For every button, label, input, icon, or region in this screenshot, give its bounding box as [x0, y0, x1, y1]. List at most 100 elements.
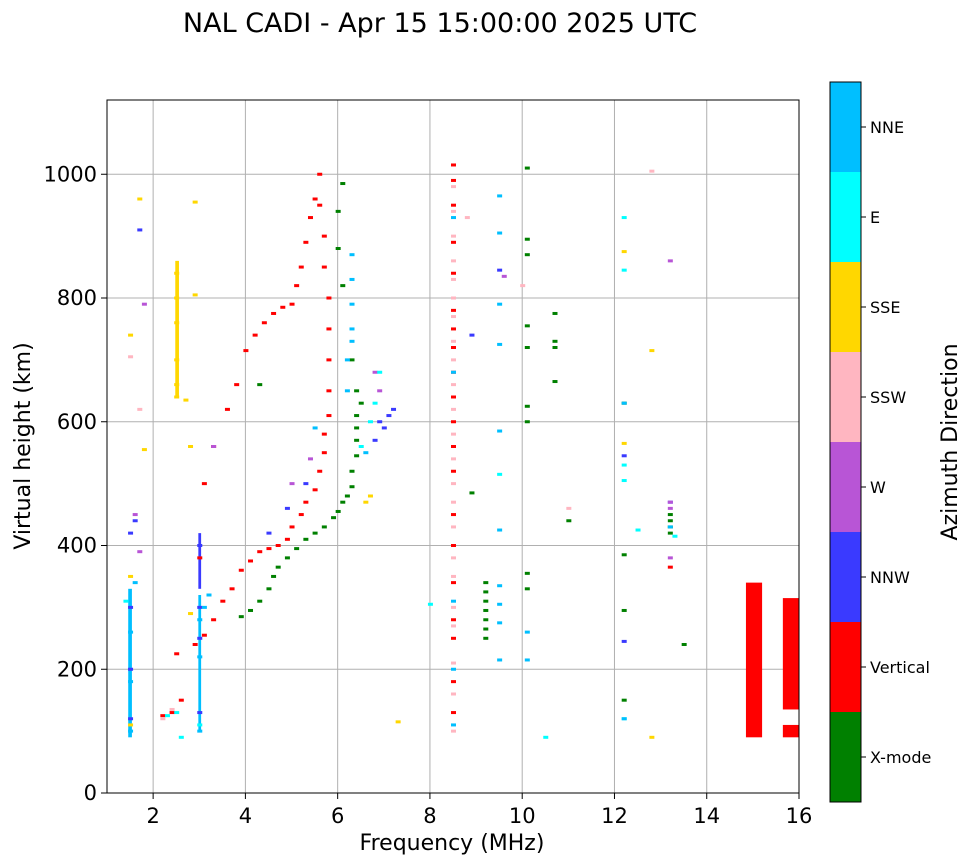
- data-point-x-mode: [331, 516, 337, 520]
- data-point-ssw: [451, 556, 456, 560]
- data-point-x-mode: [524, 253, 530, 257]
- data-point-nnw: [266, 531, 272, 535]
- data-point-ssw: [451, 500, 456, 504]
- data-point-vertical: [289, 302, 295, 306]
- data-point-e: [367, 420, 373, 424]
- data-point-x-mode: [321, 525, 327, 529]
- data-point-vertical: [321, 234, 327, 238]
- data-point-vertical: [169, 711, 175, 715]
- colorbar-border: [829, 81, 862, 803]
- data-point-ssw: [451, 296, 456, 300]
- chart-title: NAL CADI - Apr 15 15:00:00 2025 UTC: [183, 8, 697, 39]
- plot-border: [106, 99, 800, 794]
- data-point-w: [211, 445, 217, 448]
- data-block-vertical: [782, 724, 799, 738]
- data-point-nnw: [497, 268, 503, 272]
- data-point-nne: [524, 630, 530, 634]
- colorbar-segment: [830, 172, 861, 262]
- x-tick-label: 14: [693, 804, 720, 828]
- data-point-ssw: [451, 259, 456, 263]
- data-point-e: [427, 602, 433, 606]
- data-point-nnw: [372, 438, 378, 442]
- data-point-vertical: [326, 358, 332, 362]
- data-point-vertical: [451, 163, 456, 167]
- data-point-nne: [128, 680, 134, 684]
- data-point-vertical: [451, 327, 456, 331]
- data-point-x-mode: [294, 547, 300, 551]
- data-point-sse: [621, 441, 627, 445]
- data-point-e: [123, 599, 129, 603]
- data-point-ssw: [451, 383, 456, 387]
- data-point-vertical: [451, 711, 456, 715]
- data-point-nnw: [137, 228, 143, 232]
- data-point-nnw: [128, 531, 134, 535]
- data-point-nne: [497, 194, 503, 198]
- data-point-nne: [132, 581, 138, 585]
- data-point-vertical: [787, 652, 793, 656]
- data-point-nnw: [197, 711, 203, 715]
- colorbar-segment: [830, 622, 861, 712]
- data-point-vertical: [271, 311, 277, 315]
- data-point-ssw: [451, 661, 456, 665]
- data-point-x-mode: [275, 565, 281, 569]
- data-point-sse: [649, 349, 655, 353]
- data-point-sse: [183, 398, 189, 402]
- colorbar-tick-label: NNW: [870, 568, 910, 587]
- data-point-x-mode: [483, 599, 489, 603]
- colorbar-tick-label: SSE: [870, 298, 900, 317]
- y-axis-label: Virtual height (km): [11, 342, 36, 549]
- data-point-nnw: [303, 482, 309, 486]
- data-point-ssw: [566, 506, 572, 510]
- data-point-vertical: [451, 680, 456, 684]
- data-point-x-mode: [335, 209, 341, 213]
- colorbar-segment: [830, 442, 861, 532]
- data-point-e: [174, 711, 180, 715]
- data-point-x-mode: [335, 509, 341, 513]
- plot-area: 2 4 6 8 10 12 14 16 0 200 400 600 800 1000: [44, 99, 812, 828]
- x-axis-ticks: 2 4 6 8 10 12 14 16: [146, 793, 812, 828]
- x-tick-label: 16: [786, 804, 813, 828]
- data-point-nne: [128, 630, 134, 634]
- data-point-vertical: [312, 197, 318, 201]
- y-tick-label: 200: [57, 657, 97, 681]
- data-point-vertical: [275, 544, 281, 547]
- data-point-x-mode: [524, 324, 530, 328]
- data-point-vertical: [317, 469, 323, 473]
- data-point-ssw: [451, 624, 456, 628]
- data-point-nne: [497, 584, 503, 588]
- data-point-x-mode: [349, 485, 355, 489]
- data-point-ssw: [451, 729, 456, 733]
- data-point-vertical: [451, 395, 456, 399]
- data-point-nnw: [621, 639, 627, 643]
- data-point-w: [307, 457, 313, 461]
- data-point-nne: [451, 370, 456, 374]
- data-point-e: [164, 714, 170, 718]
- data-point-x-mode: [667, 519, 673, 523]
- data-point-e: [621, 268, 627, 272]
- data-point-nne: [497, 342, 503, 346]
- data-point-e: [197, 723, 203, 727]
- data-point-w: [137, 550, 143, 554]
- data-point-vertical: [451, 271, 456, 275]
- data-point-nnw: [128, 667, 134, 671]
- data-point-w: [141, 302, 147, 306]
- data-point-x-mode: [257, 383, 263, 387]
- data-point-ssw: [451, 234, 456, 238]
- data-point-nne: [349, 253, 355, 257]
- data-point-x-mode: [344, 494, 350, 498]
- data-point-nnw: [128, 717, 134, 721]
- data-point-nne: [621, 401, 627, 405]
- data-point-w: [132, 513, 138, 517]
- data-point-sse: [174, 358, 180, 362]
- data-point-e: [178, 735, 184, 739]
- data-point-vertical: [266, 547, 272, 551]
- data-point-e: [358, 445, 364, 448]
- data-point-sse: [174, 383, 180, 387]
- data-point-nne: [497, 658, 503, 662]
- data-point-e: [621, 479, 627, 483]
- data-point-vertical: [257, 550, 263, 554]
- data-point-sse: [137, 197, 143, 201]
- data-point-sse: [174, 321, 180, 325]
- data-point-ssw: [451, 185, 456, 189]
